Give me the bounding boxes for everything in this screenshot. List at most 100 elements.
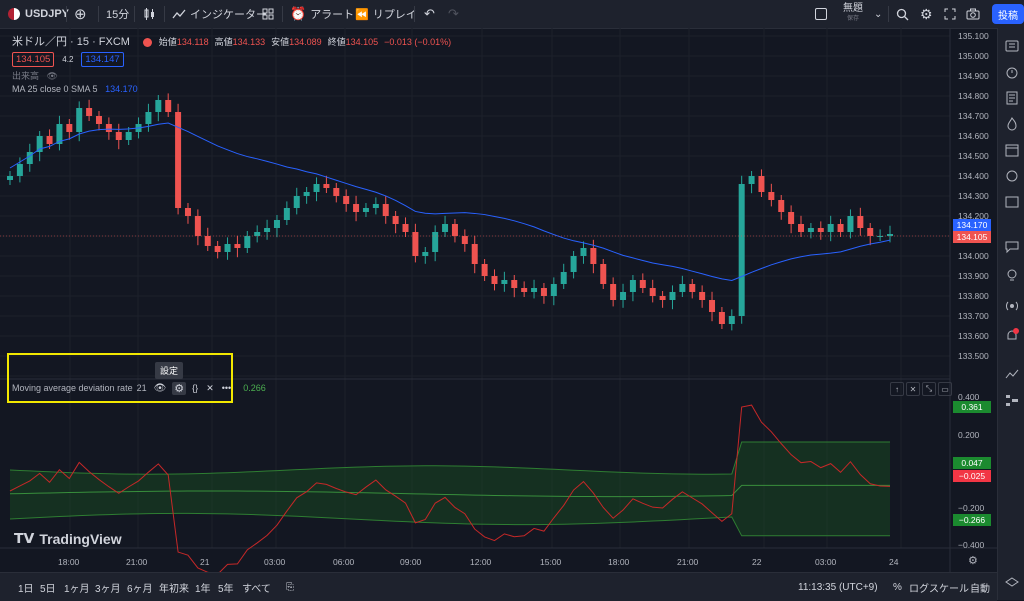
candle-type-icon[interactable]	[142, 0, 156, 28]
clock-time[interactable]: 11:13:35 (UTC+9)	[798, 581, 878, 593]
redo-icon[interactable]: ↷	[448, 6, 459, 21]
ma-label[interactable]: MA 25 close 0 SMA 5	[12, 84, 98, 94]
range-button[interactable]: 1日	[18, 583, 34, 595]
undo-icon[interactable]: ↶	[424, 6, 435, 21]
object-tree-icon[interactable]	[1004, 392, 1020, 408]
calendar-icon[interactable]	[1004, 142, 1020, 158]
candle-body	[768, 192, 775, 200]
range-button[interactable]: 5年	[218, 583, 234, 595]
range-button[interactable]: 6ヶ月	[127, 583, 153, 595]
watchlist-icon[interactable]	[1004, 38, 1020, 54]
candle-body	[283, 208, 290, 220]
candle-body	[264, 228, 271, 232]
trading-panel-icon[interactable]	[1004, 366, 1020, 382]
compare-plus-icon[interactable]: ⊕	[74, 6, 87, 23]
alert-button[interactable]: ⏰ アラート	[290, 6, 355, 21]
pane-maximize-icon[interactable]: ▭	[938, 382, 952, 396]
layout-square-icon[interactable]	[815, 0, 827, 28]
candle-body	[451, 224, 458, 236]
range-button[interactable]: 1ヶ月	[64, 583, 90, 595]
candle-body	[877, 236, 884, 237]
price-axis-label: 134.600	[958, 131, 989, 141]
layout-chevron-down-icon[interactable]: ⌄	[874, 8, 883, 20]
symbol-search[interactable]: USDJPY	[8, 0, 69, 28]
symbol-name: USDJPY	[25, 8, 70, 20]
remove-close-icon[interactable]: ✕	[206, 382, 214, 393]
log-scale-toggle[interactable]: ログスケール	[909, 583, 969, 595]
pane-close-icon[interactable]: ✕	[906, 382, 920, 396]
settings-gear-icon[interactable]: ⚙	[172, 381, 187, 395]
notification-bell-icon[interactable]	[1004, 328, 1020, 344]
layout-name[interactable]: 無題 保存	[843, 3, 863, 23]
indicator-value: 0.266	[243, 383, 266, 393]
range-button[interactable]: 5日	[40, 583, 56, 595]
search-icon[interactable]	[896, 0, 909, 28]
candle-body	[699, 292, 706, 300]
time-axis-settings-gear-icon[interactable]: ⚙	[968, 555, 978, 567]
indicator-name[interactable]: Moving average deviation rate	[12, 383, 133, 393]
percent-toggle[interactable]: %	[893, 581, 902, 593]
indicator-axis-label: 0.400	[958, 392, 980, 402]
ask-box[interactable]: 134.147	[81, 52, 124, 67]
source-code-icon[interactable]: {}	[192, 383, 199, 393]
candle-body	[620, 292, 627, 300]
range-button[interactable]: 年初来	[159, 583, 189, 595]
auto-scale-toggle[interactable]: 自動	[970, 583, 990, 595]
upper-band-line	[9, 441, 890, 475]
indicator-legend: Moving average deviation rate 21 👁 ⚙ {} …	[12, 381, 266, 395]
layers-icon[interactable]	[1004, 576, 1020, 592]
indicator-highlight-box	[7, 353, 233, 403]
last-price-tag: 134.105	[953, 231, 991, 243]
legend-change: −0.013 (−0.01%)	[384, 37, 452, 47]
eye-crossed-icon[interactable]: 👁	[46, 71, 58, 81]
camera-icon[interactable]	[966, 0, 980, 28]
price-axis-label: 133.700	[958, 311, 989, 321]
alarm-clock-icon[interactable]	[1004, 64, 1020, 80]
lightbulb-icon[interactable]	[1004, 268, 1020, 284]
templates-grid-icon[interactable]	[262, 0, 274, 28]
time-axis-label: 12:00	[470, 557, 492, 567]
time-axis-label: 03:00	[815, 557, 837, 567]
time-axis-label: 09:00	[400, 557, 422, 567]
tradingview-watermark[interactable]: 𝗧𝗩 TradingView	[14, 530, 122, 547]
candle-body	[155, 100, 162, 112]
candle-body	[313, 184, 320, 192]
chart-grid	[0, 28, 950, 548]
candle-body	[817, 228, 824, 232]
pane-up-arrow-icon[interactable]: ↑	[890, 382, 904, 396]
post-button[interactable]: 投稿	[992, 4, 1024, 24]
candle-body	[778, 200, 785, 212]
chart-canvas[interactable]	[0, 28, 997, 572]
pane-collapse-icon[interactable]: ⤡	[922, 382, 936, 396]
hotlist-fire-icon[interactable]	[1004, 116, 1020, 132]
candle-body	[798, 224, 805, 232]
eye-icon[interactable]: 👁	[153, 382, 167, 394]
range-button[interactable]: 3ヶ月	[95, 583, 121, 595]
indicators-button[interactable]: インジケーター	[172, 0, 267, 28]
range-button[interactable]: 1年	[195, 583, 211, 595]
bottom-toolbar: 1日 5日 1ヶ月 3ヶ月 6ヶ月 年初来 1年 5年 すべて ⎘ 11:13:35 (UTC+…	[0, 572, 997, 601]
data-window-icon[interactable]	[1004, 90, 1020, 106]
gear-icon[interactable]: ⚙	[920, 5, 933, 22]
replay-button[interactable]: ⏪ リプレイ	[355, 8, 417, 22]
bid-box[interactable]: 134.105	[12, 52, 55, 67]
broadcast-icon[interactable]	[1004, 298, 1020, 314]
more-dots-icon[interactable]: •••	[221, 383, 232, 393]
candle-body	[16, 164, 23, 176]
candle-body	[807, 228, 814, 232]
candle-body	[788, 212, 795, 224]
date-range-calendar-icon[interactable]: ⎘	[286, 581, 294, 593]
chat-icon[interactable]	[1004, 238, 1020, 254]
range-button[interactable]: すべて	[242, 583, 271, 595]
candle-body	[857, 216, 864, 228]
screener-icon[interactable]	[1004, 194, 1020, 210]
indicator-axis-label: 0.200	[958, 430, 980, 440]
fullscreen-icon[interactable]	[944, 0, 956, 28]
indicator-axis-label: −0.200	[958, 503, 985, 513]
ideas-icon[interactable]	[1004, 168, 1020, 184]
symbol-flag-icon	[8, 8, 20, 20]
time-axis-label: 18:00	[58, 557, 80, 567]
candle-body	[333, 188, 340, 196]
candle-body	[76, 108, 83, 132]
interval-button[interactable]: 15分	[106, 9, 130, 21]
